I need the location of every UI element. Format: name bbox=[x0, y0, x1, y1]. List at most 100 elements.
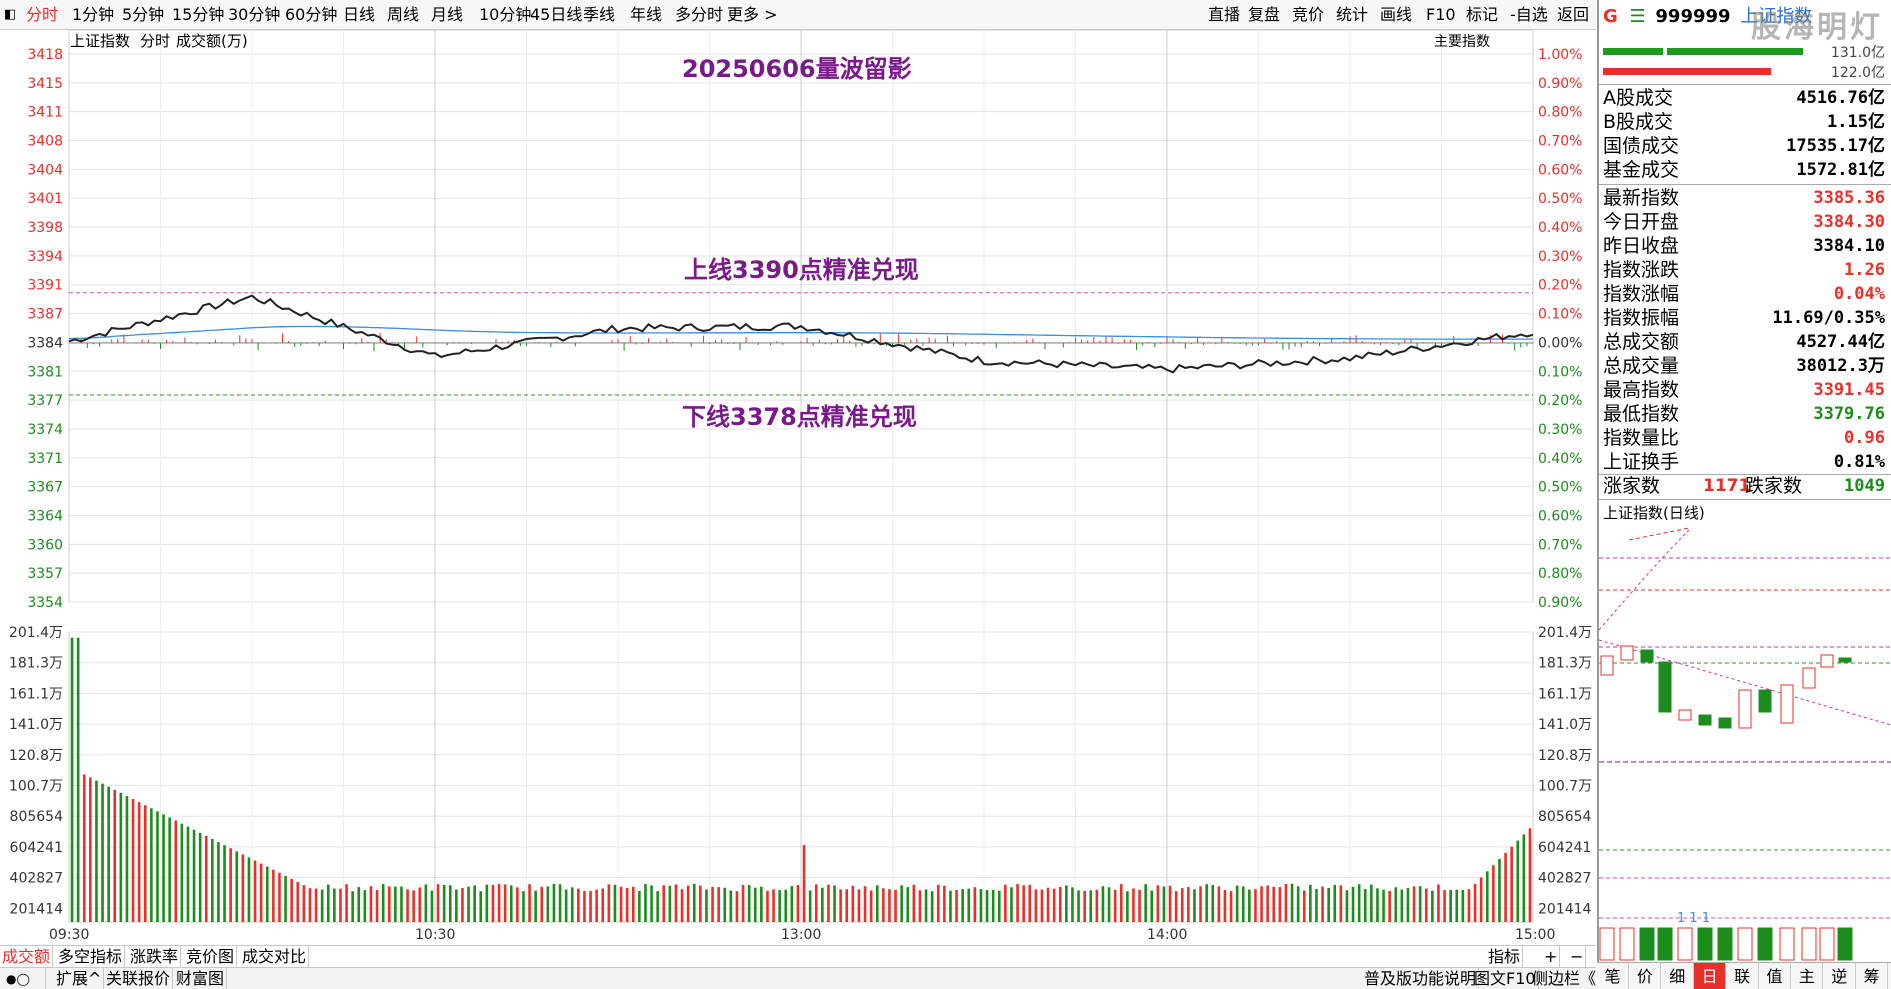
extension-tab-2[interactable]: 财富图 bbox=[174, 968, 228, 989]
price-tick-label: 3360 bbox=[27, 537, 63, 553]
bottom-link-0[interactable]: 普及版功能说明 bbox=[1362, 968, 1480, 989]
row-value: 4516.76亿 bbox=[1796, 88, 1885, 108]
mini-volume-bar bbox=[1677, 927, 1693, 961]
tool-button-1[interactable]: 复盘 bbox=[1248, 5, 1281, 24]
volume-bar bbox=[875, 885, 879, 922]
volume-bar bbox=[217, 842, 220, 922]
period-tab-2[interactable]: 5分钟 bbox=[122, 5, 165, 24]
volume-bar bbox=[509, 885, 513, 922]
period-tab-1[interactable]: 1分钟 bbox=[72, 5, 115, 24]
volume-bar bbox=[1528, 828, 1532, 922]
mini-chart-title: 上证指数(日线) bbox=[1603, 504, 1705, 522]
volume-bar bbox=[229, 848, 232, 922]
row-value: 0.04% bbox=[1833, 284, 1885, 304]
period-tab-3[interactable]: 15分钟 bbox=[172, 5, 225, 24]
indicator-tab-0[interactable]: 成交额 bbox=[0, 946, 54, 968]
pct-tick-label: 0.30% bbox=[1538, 422, 1582, 438]
indicator-tab-1[interactable]: 多空指标 bbox=[56, 946, 126, 968]
stat-row: 总成交量 38012.3万 bbox=[1599, 354, 1889, 378]
side-tab-3[interactable]: 日 bbox=[1694, 963, 1727, 989]
period-tab-6[interactable]: 日线 bbox=[343, 5, 376, 24]
toggle-switch-icon[interactable]: ●◯ bbox=[4, 968, 46, 989]
volume-bar bbox=[308, 888, 312, 922]
tool-button-7[interactable]: -自选 bbox=[1510, 5, 1548, 24]
side-tab-0[interactable]: 笔 bbox=[1597, 963, 1629, 989]
volume-bar bbox=[808, 890, 812, 922]
period-tab-0[interactable]: 分时 bbox=[26, 5, 59, 24]
side-tab-8[interactable]: 筹 bbox=[1856, 963, 1889, 989]
price-tick-label: 3404 bbox=[27, 162, 63, 178]
volume-bar bbox=[400, 886, 403, 922]
period-tab-10[interactable]: 45日线 bbox=[530, 5, 583, 24]
volume-bar bbox=[1174, 891, 1178, 922]
volume-bar bbox=[802, 845, 806, 922]
mini-candle bbox=[1658, 661, 1672, 713]
period-tab-7[interactable]: 周线 bbox=[387, 5, 420, 24]
tool-button-2[interactable]: 竞价 bbox=[1292, 5, 1325, 24]
volume-bar bbox=[528, 884, 531, 922]
volume-tick-label: 181.3万 bbox=[9, 656, 63, 672]
side-tab-5[interactable]: 值 bbox=[1759, 963, 1791, 989]
volume-bar bbox=[949, 890, 952, 922]
period-tab-8[interactable]: 月线 bbox=[431, 5, 464, 24]
indicator-tab-2[interactable]: 涨跌率 bbox=[128, 946, 182, 968]
volume-bar bbox=[1485, 871, 1489, 922]
bottom-link-2[interactable]: 侧边栏《 bbox=[1530, 968, 1600, 989]
period-tab-9[interactable]: 10分钟 bbox=[479, 5, 532, 24]
period-tab-13[interactable]: 多分时 bbox=[675, 5, 724, 24]
volume-bar bbox=[1418, 886, 1422, 922]
price-tick-label: 3377 bbox=[27, 393, 63, 409]
side-tab-7[interactable]: 逆 bbox=[1824, 963, 1856, 989]
price-tick-label: 3411 bbox=[27, 105, 63, 121]
volume-bar bbox=[735, 891, 739, 922]
volume-bar bbox=[1052, 888, 1056, 922]
indicator-tab-3[interactable]: 竞价图 bbox=[184, 946, 238, 968]
indicator-control-2[interactable]: − bbox=[1568, 946, 1587, 968]
volume-bar bbox=[1388, 890, 1391, 922]
volume-bar bbox=[1156, 885, 1160, 922]
side-tab-2[interactable]: 细 bbox=[1662, 963, 1694, 989]
tool-button-0[interactable]: 直播 bbox=[1208, 5, 1241, 24]
side-tab-4[interactable]: 联 bbox=[1727, 963, 1759, 989]
tool-button-6[interactable]: 标记 bbox=[1466, 5, 1499, 24]
row-value: 1572.81亿 bbox=[1796, 160, 1885, 180]
bottom-link-1[interactable]: 图文F10 bbox=[1472, 968, 1539, 989]
extension-tab-0[interactable]: 扩展^ bbox=[54, 968, 105, 989]
extension-tab-1[interactable]: 关联报价 bbox=[104, 968, 174, 989]
volume-bar bbox=[851, 885, 855, 922]
volume-tick-label-right: 141.0万 bbox=[1538, 717, 1592, 733]
panel-toggle-icon[interactable]: ◧ bbox=[4, 7, 17, 22]
volume-bar bbox=[1424, 888, 1428, 922]
volume-bar bbox=[1046, 887, 1050, 922]
indicator-control-1[interactable]: + bbox=[1542, 946, 1561, 968]
watermark: 股海明灯 bbox=[1751, 10, 1883, 45]
tool-button-4[interactable]: 画线 bbox=[1380, 5, 1413, 24]
mini-candle bbox=[1600, 655, 1614, 676]
period-tab-14[interactable]: 更多 > bbox=[727, 5, 778, 24]
side-tab-1[interactable]: 价 bbox=[1629, 963, 1662, 989]
volume-bar bbox=[455, 889, 458, 922]
tool-button-5[interactable]: F10 bbox=[1426, 5, 1456, 24]
side-tab-6[interactable]: 主 bbox=[1791, 963, 1824, 989]
indicator-control-0[interactable]: 指标 bbox=[1486, 946, 1524, 968]
volume-bar bbox=[351, 891, 354, 922]
volume-bar bbox=[1193, 889, 1196, 922]
volume-bar bbox=[1321, 886, 1324, 922]
volume-bar bbox=[1248, 889, 1251, 922]
stat-row: 上证换手 0.81% bbox=[1599, 450, 1889, 474]
volume-bar bbox=[192, 829, 196, 922]
period-tab-4[interactable]: 30分钟 bbox=[228, 5, 281, 24]
period-tab-12[interactable]: 年线 bbox=[630, 5, 663, 24]
tool-button-3[interactable]: 统计 bbox=[1336, 5, 1369, 24]
price-tick-label: 3371 bbox=[27, 451, 63, 467]
menu-icon[interactable]: ☰ bbox=[1629, 6, 1646, 27]
volume-bar bbox=[668, 885, 672, 922]
indicator-tab-4[interactable]: 成交对比 bbox=[240, 946, 310, 968]
period-tab-5[interactable]: 60分钟 bbox=[285, 5, 338, 24]
tool-button-8[interactable]: 返回 bbox=[1557, 5, 1590, 24]
volume-bar bbox=[882, 888, 885, 922]
volume-bar bbox=[1205, 884, 1208, 922]
volume-bar bbox=[747, 885, 751, 922]
period-tab-11[interactable]: 季线 bbox=[583, 5, 616, 24]
price-tick-label: 3354 bbox=[27, 595, 63, 611]
